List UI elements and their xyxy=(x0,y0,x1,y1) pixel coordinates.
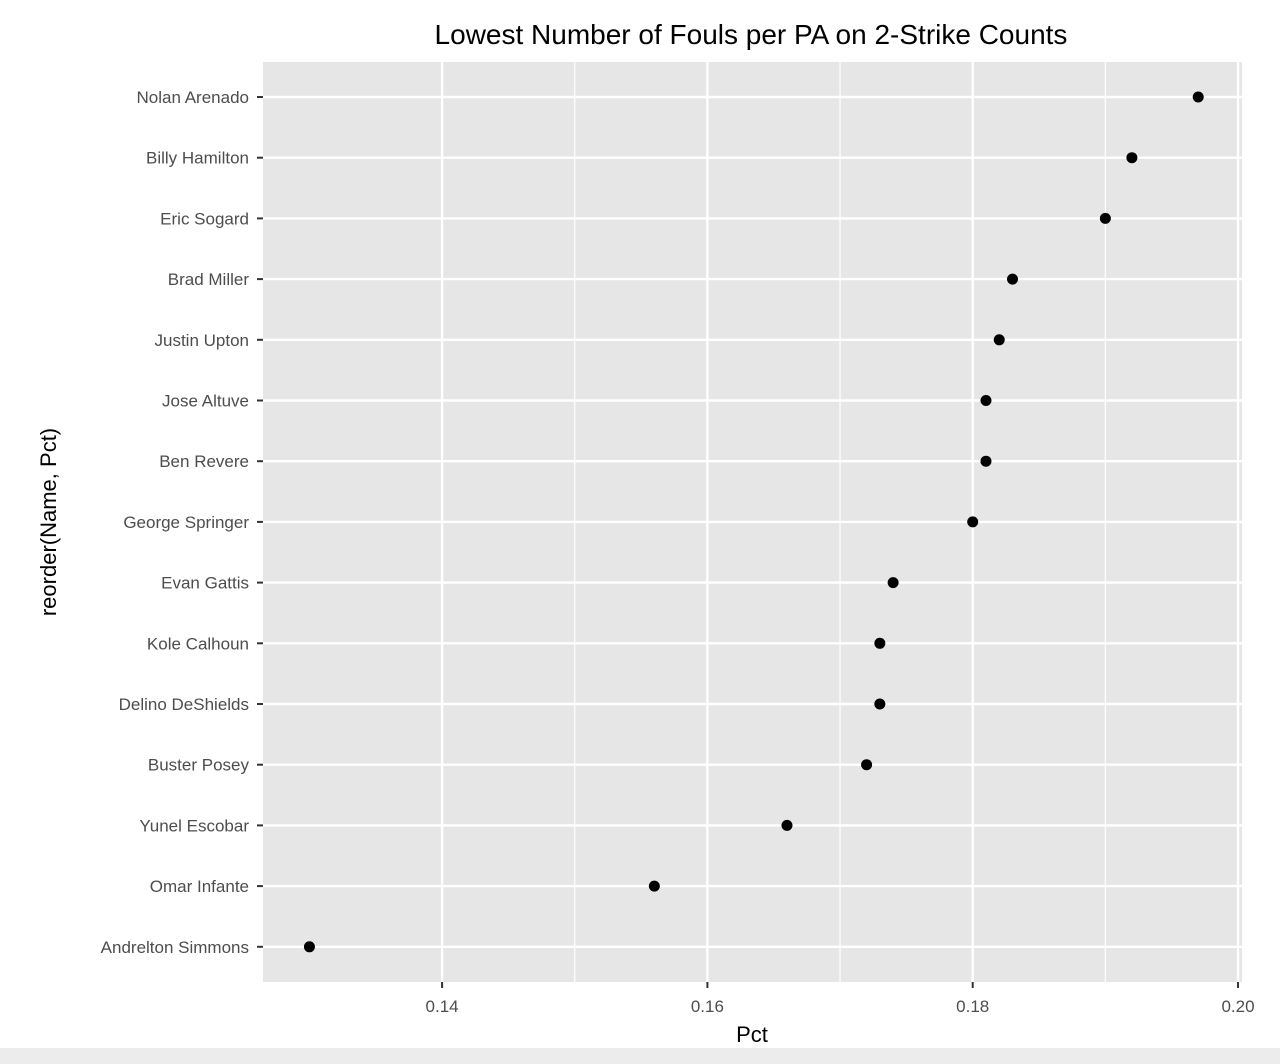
y-tick-label: Eric Sogard xyxy=(160,209,249,228)
y-tick-label: Justin Upton xyxy=(155,331,250,350)
y-tick-label: Kole Calhoun xyxy=(147,634,249,653)
y-tick-label: Andrelton Simmons xyxy=(101,938,249,957)
data-point xyxy=(303,941,315,953)
y-tick-label: Ben Revere xyxy=(159,452,249,471)
data-point xyxy=(967,516,979,528)
major-gridlines xyxy=(263,62,1242,982)
data-point xyxy=(980,395,992,406)
y-tick-label: George Springer xyxy=(123,513,249,532)
data-point xyxy=(1126,152,1138,164)
y-tick-label: Evan Gattis xyxy=(161,574,249,593)
data-point xyxy=(861,759,873,771)
x-axis-label: Pct xyxy=(736,1022,768,1047)
x-tick-label: 0.18 xyxy=(956,997,989,1016)
y-tick-label: Omar Infante xyxy=(150,877,249,896)
data-point xyxy=(1099,212,1111,224)
data-point xyxy=(874,637,886,649)
y-axis-label: reorder(Name, Pct) xyxy=(36,428,61,616)
x-tick-label: 0.16 xyxy=(691,997,724,1016)
y-axis: Nolan Arenado Billy Hamilton Eric Sogard Br… xyxy=(101,88,263,957)
data-point xyxy=(1007,273,1019,285)
x-axis: 0.14 0.16 0.18 0.20 xyxy=(426,982,1255,1016)
data-point xyxy=(874,698,886,710)
x-tick-label: 0.14 xyxy=(426,997,459,1016)
y-tick-label: Yunel Escobar xyxy=(139,816,249,835)
y-tick-label: Brad Miller xyxy=(168,270,250,289)
data-points xyxy=(303,91,1204,953)
data-point xyxy=(781,819,793,831)
data-point xyxy=(993,334,1005,346)
y-tick-label: Billy Hamilton xyxy=(146,149,249,168)
data-point xyxy=(887,577,899,589)
data-point xyxy=(648,880,660,892)
y-tick-label: Nolan Arenado xyxy=(137,88,249,107)
chart-title: Lowest Number of Fouls per PA on 2-Strik… xyxy=(435,19,1068,50)
y-tick-label: Jose Altuve xyxy=(162,392,249,411)
data-point xyxy=(980,455,992,467)
y-tick-label: Buster Posey xyxy=(148,756,250,775)
x-tick-label: 0.20 xyxy=(1221,997,1254,1016)
y-tick-label: Delino DeShields xyxy=(119,695,249,714)
data-point xyxy=(1192,91,1204,103)
window-bottom-strip xyxy=(0,1048,1280,1064)
